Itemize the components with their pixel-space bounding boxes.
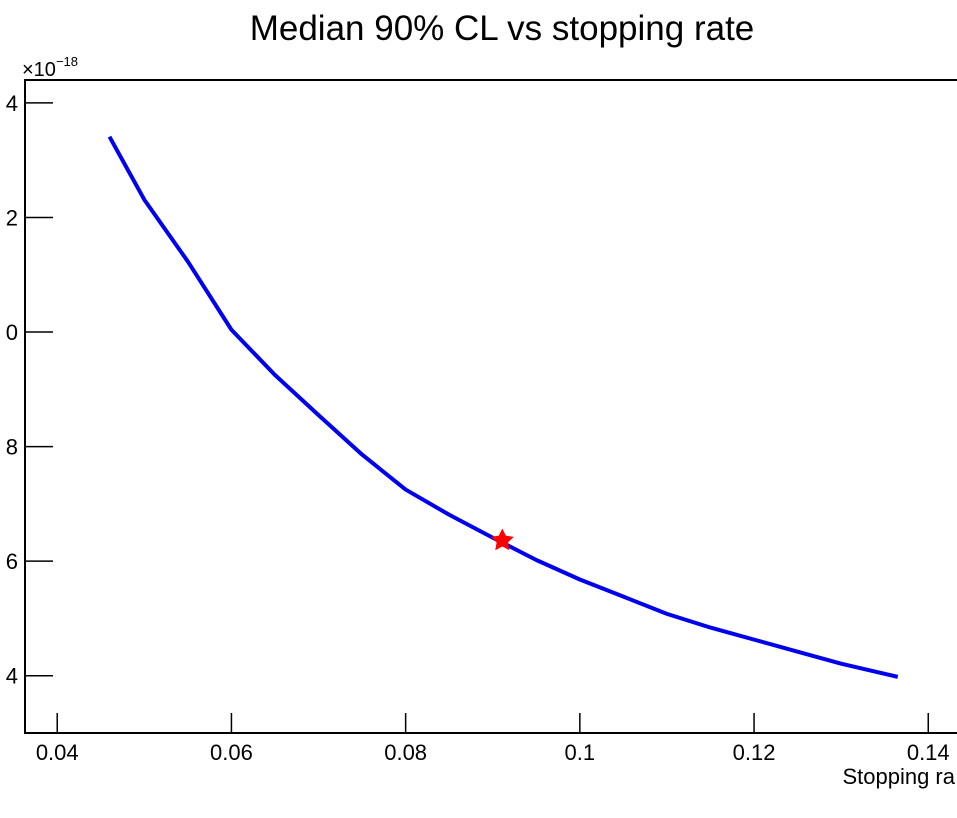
x-tick-label: 0.1 [565, 740, 596, 765]
x-tick-label: 0.08 [384, 740, 427, 765]
y-tick-label: 6 [6, 549, 18, 574]
x-tick-label: 0.12 [733, 740, 776, 765]
star-marker [490, 528, 514, 551]
y-exponent: −18 [56, 54, 78, 69]
y-tick-label: 4 [6, 91, 18, 116]
y-tick-label: 2 [6, 205, 18, 230]
plot-frame [24, 79, 957, 734]
y-multiplier: ×10−18 [22, 54, 78, 81]
chart-title: Median 90% CL vs stopping rate [250, 9, 755, 48]
x-tick-label: 0.04 [36, 740, 79, 765]
y-tick-label: 4 [6, 664, 18, 689]
y-tick-label: 8 [6, 435, 18, 460]
y-multiplier-base: ×10 [22, 59, 56, 81]
y-tick-label: 0 [6, 320, 18, 345]
x-tick-label: 0.06 [210, 740, 253, 765]
x-tick-label: 0.14 [907, 740, 950, 765]
x-axis-label: Stopping ra [842, 764, 955, 789]
